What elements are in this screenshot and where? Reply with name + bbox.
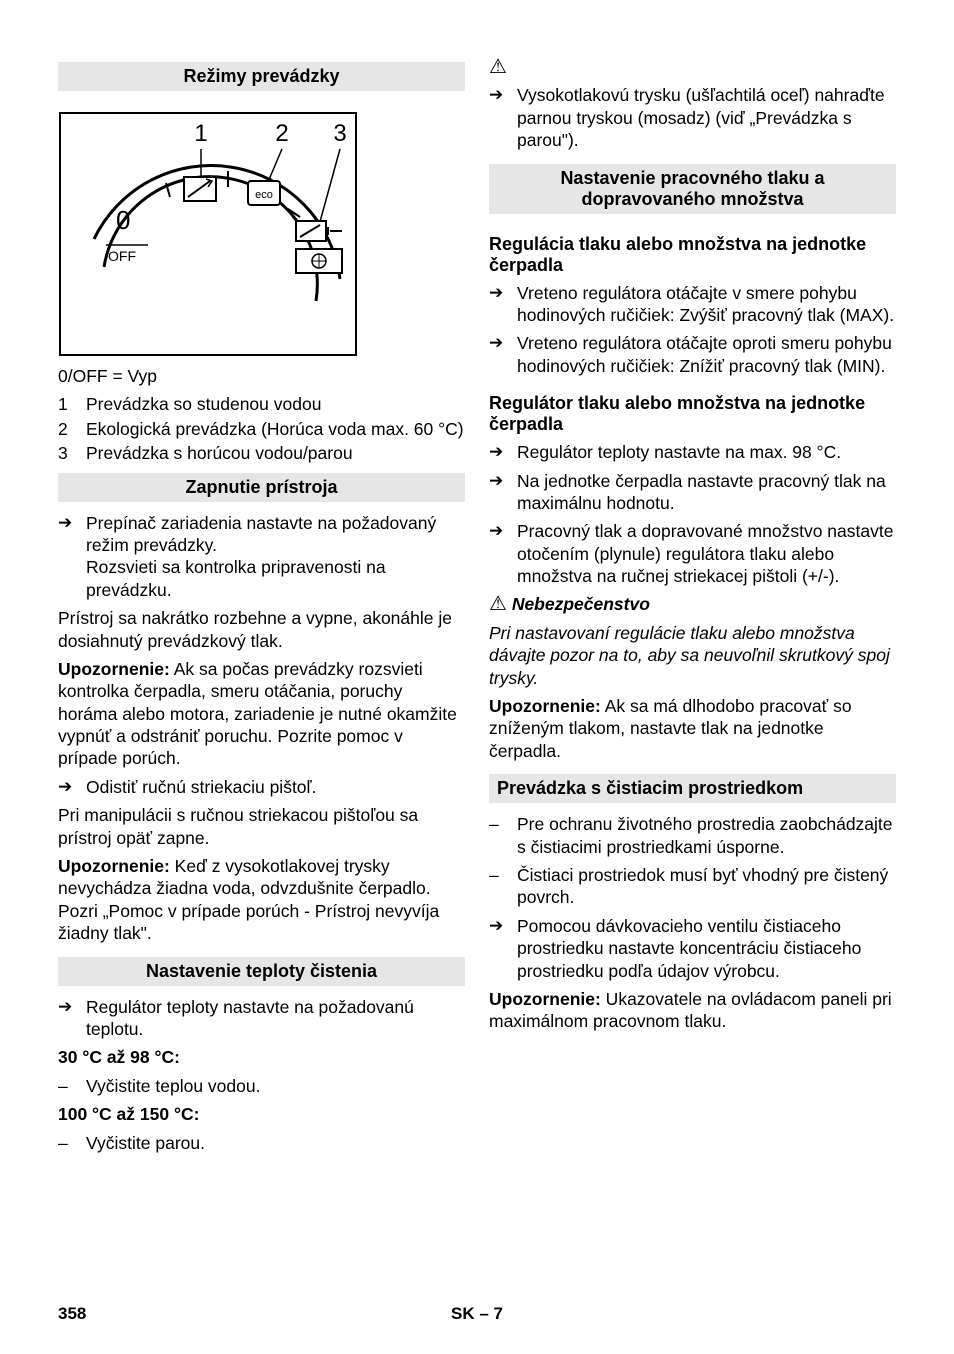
start-para-4: Upozornenie: Keď z vysokotlakovej trysky… bbox=[58, 855, 465, 945]
arrow-icon: ➔ bbox=[489, 332, 507, 377]
start-para-3: Pri manipulácii s ručnou striekacou pišt… bbox=[58, 804, 465, 849]
svg-text:1: 1 bbox=[194, 120, 207, 147]
band-temp: Nastavenie teploty čistenia bbox=[58, 957, 465, 986]
band-pressure: Nastavenie pracovného tlaku a dopravovan… bbox=[489, 164, 896, 214]
sub-2: Regulátor tlaku alebo množstva na jednot… bbox=[489, 393, 896, 435]
mode-list: 1Prevádzka so studenou vodou 2Ekologická… bbox=[58, 393, 465, 466]
top-arrow: ➔ Vysokotlakovú trysku (ušľachtilá oceľ)… bbox=[489, 84, 896, 151]
right-column: ⚠ ➔ Vysokotlakovú trysku (ušľachtilá oce… bbox=[489, 56, 896, 1256]
band-modes: Režimy prevádzky bbox=[58, 62, 465, 91]
warning-icon: ⚠ bbox=[489, 594, 507, 614]
sub-1: Regulácia tlaku alebo množstva na jednot… bbox=[489, 234, 896, 276]
svg-text:OFF: OFF bbox=[108, 248, 136, 264]
warning-icon: ⚠ bbox=[489, 57, 507, 77]
start-step-1: ➔ Prepínač zariadenia nastavte na požado… bbox=[58, 512, 465, 602]
start-step-2: ➔ Odistiť ručnú striekaciu pištoľ. bbox=[58, 776, 465, 798]
page-code: SK – 7 bbox=[0, 1304, 954, 1324]
left-column: Režimy prevádzky 1 2 3 0 OFF bbox=[58, 56, 465, 1256]
svg-text:2: 2 bbox=[275, 120, 288, 147]
start-para-2: Upozornenie: Ak sa počas prevádzky rozsv… bbox=[58, 658, 465, 770]
danger-heading: ⚠ Nebezpečenstvo bbox=[489, 593, 896, 615]
band-clean: Prevádzka s čistiacim prostriedkom bbox=[489, 774, 896, 803]
off-line: 0/OFF = Vyp bbox=[58, 365, 465, 387]
arrow-icon: ➔ bbox=[58, 996, 76, 1041]
page-footer: 358 SK – 7 bbox=[0, 1304, 954, 1324]
range-1-item: –Vyčistite teplou vodou. bbox=[58, 1075, 465, 1097]
arrow-icon: ➔ bbox=[58, 512, 76, 602]
arrow-icon: ➔ bbox=[489, 520, 507, 587]
mode-dial-diagram: 1 2 3 0 OFF eco bbox=[58, 111, 358, 357]
svg-text:3: 3 bbox=[333, 120, 346, 147]
arrow-icon: ➔ bbox=[489, 470, 507, 515]
svg-text:eco: eco bbox=[255, 189, 273, 201]
clean-note: Upozornenie: Ukazovatele na ovládacom pa… bbox=[489, 988, 896, 1033]
temp-step: ➔ Regulátor teploty nastavte na požadova… bbox=[58, 996, 465, 1041]
warn-top: ⚠ bbox=[489, 56, 896, 78]
pressure-note: Upozornenie: Ak sa má dlhodobo pracovať … bbox=[489, 695, 896, 762]
danger-text: Pri nastavovaní regulácie tlaku alebo mn… bbox=[489, 622, 896, 689]
range-2-item: –Vyčistite parou. bbox=[58, 1132, 465, 1154]
range-2: 100 °C až 150 °C: bbox=[58, 1103, 465, 1125]
arrow-icon: ➔ bbox=[58, 776, 76, 798]
start-para-1: Prístroj sa nakrátko rozbehne a vypne, a… bbox=[58, 607, 465, 652]
range-1: 30 °C až 98 °C: bbox=[58, 1046, 465, 1068]
arrow-icon: ➔ bbox=[489, 915, 507, 982]
svg-text:0: 0 bbox=[116, 205, 130, 235]
band-start: Zapnutie prístroja bbox=[58, 473, 465, 502]
arrow-icon: ➔ bbox=[489, 441, 507, 463]
arrow-icon: ➔ bbox=[489, 84, 507, 151]
arrow-icon: ➔ bbox=[489, 282, 507, 327]
